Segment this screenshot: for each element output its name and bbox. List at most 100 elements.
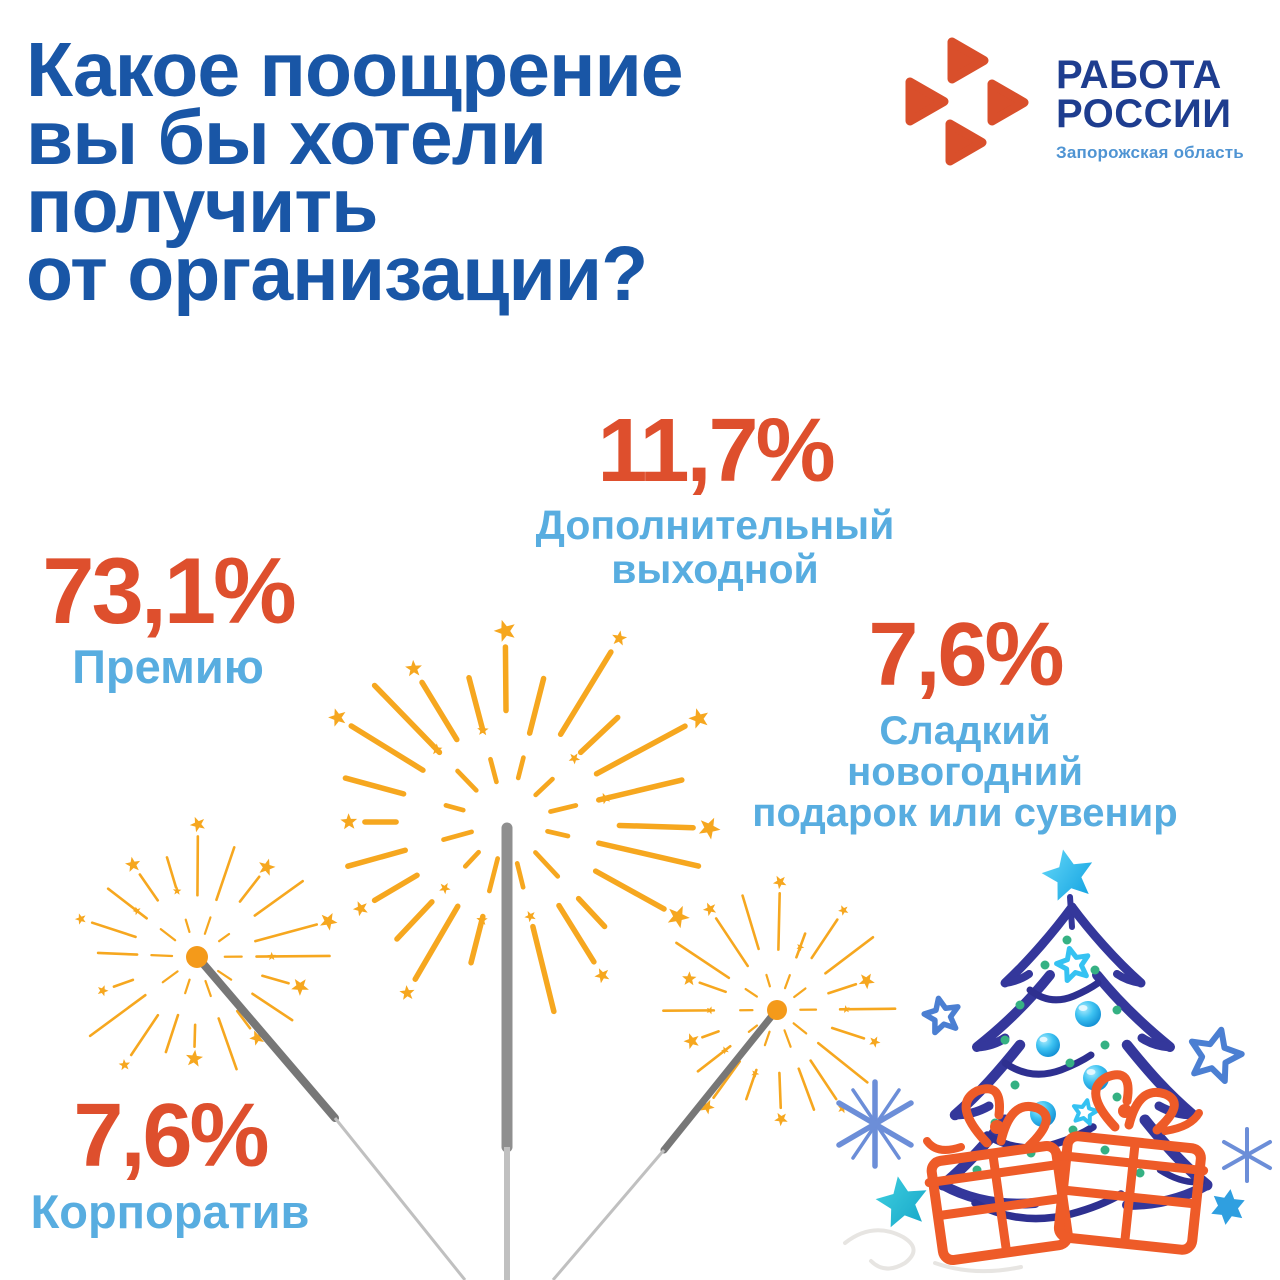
sparkler-ray xyxy=(251,992,294,1022)
sparkler-ray xyxy=(816,1041,869,1084)
sparkler-ray-inner xyxy=(783,1029,792,1048)
spark-star-icon xyxy=(568,753,581,765)
spark-star-icon xyxy=(599,792,611,805)
sparkler-stick xyxy=(660,1008,779,1154)
sparkler-ray-inner xyxy=(533,850,561,879)
spark-star-icon xyxy=(838,905,849,916)
tree-top-star-icon xyxy=(1041,849,1093,901)
sparkler-ray xyxy=(255,954,331,958)
sparkler-ray xyxy=(809,1059,838,1101)
sparkler-ray xyxy=(701,1030,720,1039)
sparkler-ray xyxy=(88,993,147,1038)
blue-outline-star-icons xyxy=(921,995,1245,1085)
sparkler-ray xyxy=(394,899,435,942)
spark-star-icon xyxy=(477,724,489,736)
sparkler-ray xyxy=(466,674,486,734)
spark-star-icon xyxy=(267,951,276,961)
sparkler-ray xyxy=(96,951,139,956)
spark-star-icon xyxy=(702,902,717,917)
sparkler-ray xyxy=(712,1060,742,1099)
stat-korp-label: Корпоратив xyxy=(30,1185,310,1238)
sparkler-ray xyxy=(371,682,443,756)
spark-star-icon xyxy=(493,619,515,642)
sparkler-stick xyxy=(333,1117,467,1280)
spark-star-icon xyxy=(869,1036,881,1048)
sparkler-ray-inner xyxy=(462,849,481,869)
stat-dop-label: Дополнительный выходной xyxy=(535,502,895,592)
sparkler-ray-inner xyxy=(443,803,466,813)
spark-star-icon xyxy=(858,973,875,990)
sparkler-ray xyxy=(217,1017,238,1071)
sparkler-ray-inner xyxy=(217,969,233,981)
sparkler-ray-inner xyxy=(515,755,526,781)
tree-cyan-stars xyxy=(1054,945,1100,1126)
sparkler-ray-inner xyxy=(763,1030,771,1047)
sparkler-ray xyxy=(592,868,667,912)
snowflake-icons xyxy=(836,1079,1272,1183)
sparkler-tip-dot xyxy=(767,1000,787,1020)
sparkler-ray xyxy=(838,1007,897,1011)
spark-star-icon xyxy=(612,630,628,646)
sparkler-ray xyxy=(342,775,407,797)
sparkler-ray-inner xyxy=(744,987,758,998)
logo-word-rabota: РАБОТА xyxy=(1056,53,1222,97)
solid-cyan-star-icons xyxy=(875,1176,1245,1228)
sparkler-ray xyxy=(596,777,685,803)
sparkler-ray xyxy=(164,1013,180,1054)
sparkler-ray xyxy=(824,935,875,975)
spark-star-icon xyxy=(125,856,141,872)
spark-star-icon xyxy=(774,1112,788,1127)
sparkler-ray-inner xyxy=(455,768,479,793)
sparkler-ray xyxy=(593,723,688,777)
sparkler-ray-inner xyxy=(184,978,191,995)
sparkler-ray xyxy=(261,974,290,985)
sparkler-stick xyxy=(196,956,339,1122)
sparkler-ray xyxy=(129,1013,160,1057)
sparkler-ray xyxy=(238,875,261,903)
sparkler-ray xyxy=(530,923,557,1015)
sparkler-ray xyxy=(616,822,696,831)
spark-star-icon xyxy=(118,1059,130,1071)
sparkler-ray xyxy=(797,1067,816,1111)
sparkler-ray xyxy=(675,941,731,980)
logo-region-label: Запорожская область xyxy=(1056,143,1244,162)
logo-triangles-icon xyxy=(905,37,1029,166)
sparkler-ray xyxy=(468,913,486,966)
sparkler-ray xyxy=(575,895,608,930)
sparkler-ray xyxy=(235,1009,252,1030)
logo-word-rossii: РОССИИ xyxy=(1056,92,1232,136)
sparkler-ray xyxy=(348,723,426,773)
sparkler-ray xyxy=(345,847,408,869)
sparkler-ray-inner xyxy=(488,756,499,785)
sparkler-ray xyxy=(556,902,597,965)
sparkler-ray xyxy=(596,840,702,869)
stat-premiya-value: 73,1% xyxy=(42,538,297,643)
spark-star-icon xyxy=(698,817,721,840)
sparkler-ray xyxy=(778,1071,783,1110)
spark-star-icon xyxy=(352,901,368,917)
spark-star-icon xyxy=(189,816,205,833)
sparkler-ray xyxy=(827,982,858,995)
stat-sladkiy-label: Сладкий новогодний подарок или сувенир xyxy=(752,709,1178,835)
spark-star-icon xyxy=(682,971,697,986)
spark-star-icon xyxy=(594,968,610,984)
sparkler-ray xyxy=(253,879,304,917)
spark-star-icon xyxy=(405,659,422,677)
sparkler-ray-inner xyxy=(184,918,191,934)
sparkler-ray-inner xyxy=(204,979,212,998)
sparkler-ray xyxy=(526,675,547,736)
sparkler-ray xyxy=(215,846,236,902)
spark-star-icon xyxy=(841,1005,850,1013)
spark-star-icon xyxy=(706,1006,715,1015)
sparkler-stick xyxy=(551,1149,666,1280)
spark-star-icon xyxy=(172,886,182,895)
spark-star-icon xyxy=(399,985,415,1000)
spark-star-icon xyxy=(340,813,358,830)
sparkler-ray xyxy=(419,679,460,743)
sparkler-ray-inner xyxy=(792,1022,808,1035)
logo-text: РАБОТА РОССИИ Запорожская область xyxy=(1056,53,1244,163)
spark-star-icon xyxy=(476,914,488,925)
sparkler-ray-inner xyxy=(533,776,555,798)
sparkler-ray-inner xyxy=(545,828,571,839)
